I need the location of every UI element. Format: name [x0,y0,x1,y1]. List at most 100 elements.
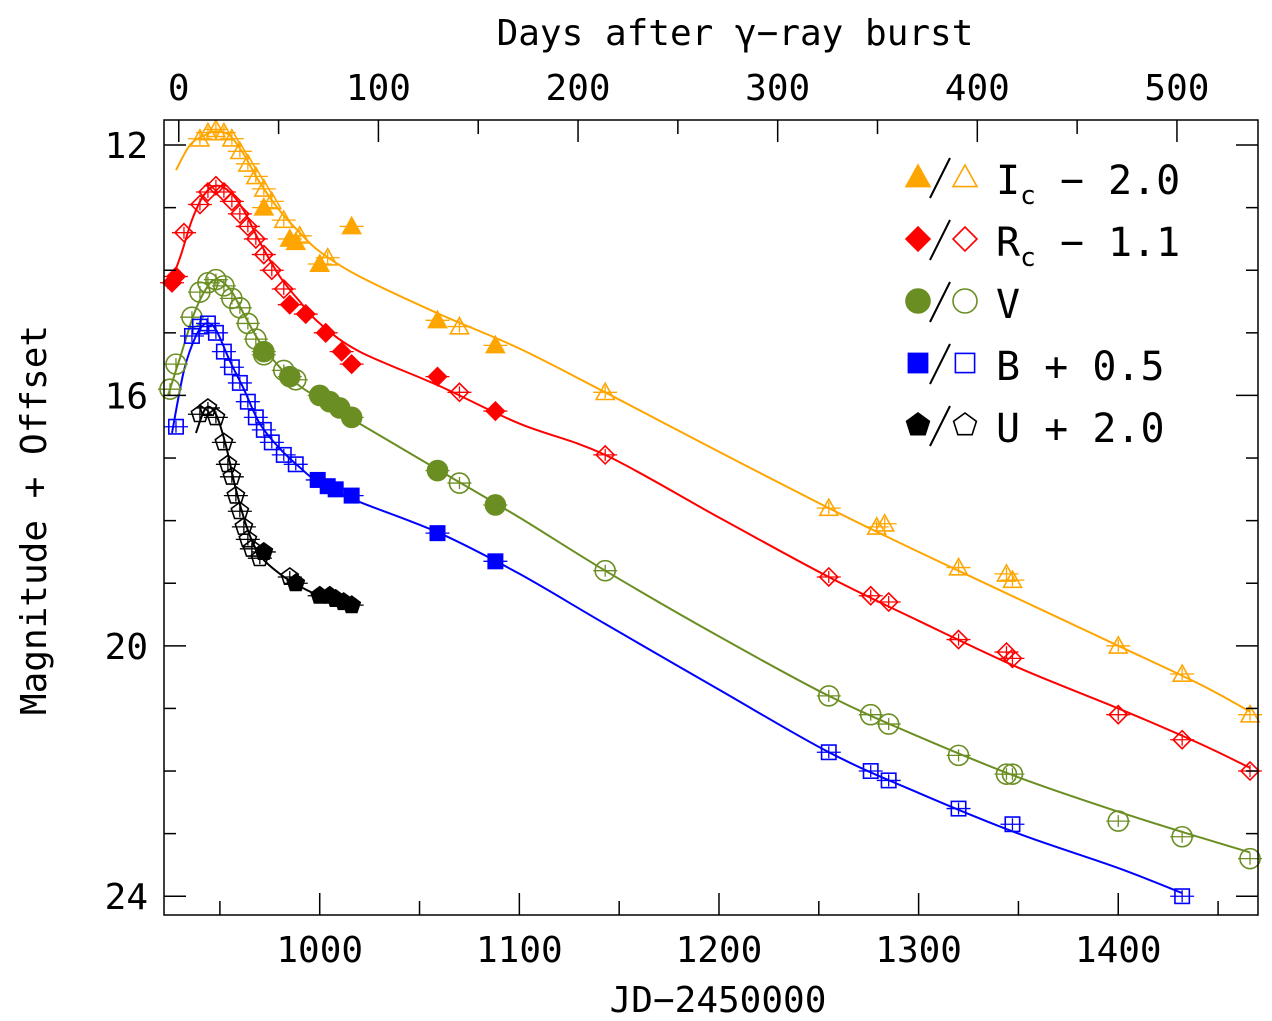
point-r-open [878,591,899,613]
legend-item-v: V [905,281,1020,328]
point-r-open [1002,648,1023,669]
point-i-open [213,121,235,141]
point-r-filled [427,366,448,387]
legend-marker-u-open [952,412,978,436]
point-i-open [449,315,470,335]
legend-band-name: R [996,220,1021,266]
point-b-filled [487,553,504,570]
point-i-open [1171,663,1193,682]
point-b-open [1004,816,1021,833]
series-r [159,175,1263,782]
point-r-open [197,181,219,203]
point-i-open [229,140,251,160]
point-b-open [239,393,256,410]
point-u-open [206,407,226,426]
point-v-open [213,275,235,297]
legend-band-subscript: c [1020,181,1036,211]
point-i-open [221,128,243,147]
x2-tick-label: 300 [745,68,810,109]
point-v-open [877,713,900,735]
point-v-open [947,744,970,767]
point-v-open [817,685,840,707]
point-i-open [253,178,275,197]
legend-band-name: I [996,158,1020,204]
legend-marker-i-open [951,163,979,188]
point-r-open [221,191,243,212]
point-v-open [205,268,227,291]
x-tick-label: 1400 [1075,930,1162,971]
point-i-filled [309,253,331,272]
point-r-filled [279,294,300,315]
legend-marker-v-filled [905,288,931,314]
legend-marker-v-open [952,288,978,314]
point-r-open [253,244,274,265]
point-i-open [317,247,339,266]
legend-marker-u-filled [905,412,931,436]
legend-slash [929,157,951,199]
legend-slash [929,343,951,385]
x2-tick-label: 500 [1144,68,1209,109]
legend-offset: + 2.0 [1020,406,1165,452]
legend-offset: − 2.0 [1036,158,1181,204]
point-v-filled [484,494,507,516]
point-i-open [197,121,219,141]
point-v-filled [278,365,301,388]
legend-slash [929,219,951,261]
point-r-open [173,222,195,243]
point-r-filled [485,400,506,422]
point-r-filled [315,322,336,343]
point-b-open [215,343,232,360]
legend: Ic − 2.0Rc − 1.1VB + 0.5U + 2.0 [904,157,1181,452]
point-r-open [261,260,282,281]
curve-r [167,184,1251,769]
x2-tick-label: 100 [346,68,411,109]
point-b-open [231,374,248,391]
point-i-open [1239,704,1261,723]
point-r-open [229,203,250,225]
point-u-filled [286,573,306,592]
point-i-open [237,153,259,172]
point-r-open [449,382,470,403]
series-b [163,315,1195,905]
y-axis-title: Magnitude + Offset [14,325,55,715]
point-i-open [261,190,283,210]
point-b-open [275,446,292,463]
point-i-open [189,128,211,147]
point-i-open [866,516,888,535]
point-r-open [860,585,881,606]
point-i-open [1107,635,1129,654]
x-tick-label: 1000 [276,930,363,971]
point-b-open [263,434,280,451]
point-r-open [818,566,839,588]
point-r-open [1239,760,1261,782]
point-i-open [818,497,840,517]
y-tick-label: 24 [105,877,148,918]
point-u-open [230,501,250,520]
point-u-open [238,529,258,548]
legend-band-name: B [996,344,1020,390]
series-i [187,118,1263,723]
point-b-filled [429,525,446,542]
point-r-filled [295,303,316,325]
top-x-axis-title: Days after γ−ray burst [497,13,974,54]
legend-band-name: V [996,282,1020,328]
point-u-open [190,404,210,423]
point-i-open [594,381,616,401]
series-v [157,268,1263,870]
point-i-filled [279,228,301,247]
point-b-open [862,763,879,780]
point-r-filled [331,341,352,362]
point-r-open [273,278,294,300]
legend-slash [929,405,951,447]
point-u-filled [254,541,274,561]
point-r-open [1172,729,1193,750]
y-tick-label: 20 [105,627,148,668]
legend-marker-b-open [954,352,976,374]
legend-item-u: U + 2.0 [905,405,1165,452]
point-i-open [948,556,969,576]
point-v-filled [426,459,449,482]
plot-frame [163,119,1259,916]
point-r-open [595,444,616,466]
point-v-open [1171,825,1193,848]
